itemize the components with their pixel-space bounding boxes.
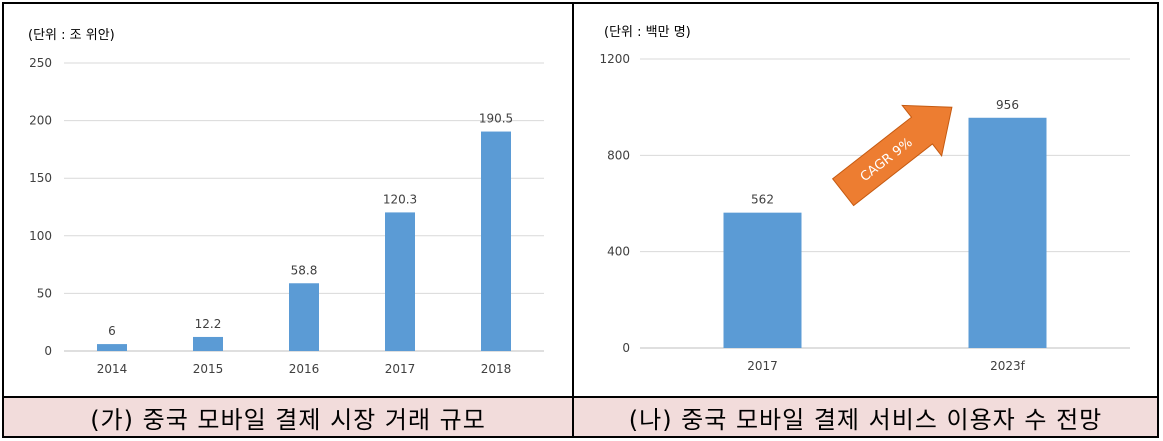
bar bbox=[97, 344, 127, 351]
x-tick-label: 2016 bbox=[289, 362, 320, 376]
y-tick-label: 0 bbox=[44, 344, 52, 358]
y-tick-label: 250 bbox=[29, 56, 52, 70]
data-label: 6 bbox=[108, 324, 116, 338]
y-tick-label: 800 bbox=[607, 148, 630, 162]
y-tick-label: 400 bbox=[607, 245, 630, 259]
data-label: 120.3 bbox=[383, 192, 417, 206]
cagr-arrow: CAGR 9% bbox=[831, 104, 953, 207]
data-label: 190.5 bbox=[479, 112, 513, 126]
unit-label: (단위 : 백만 명) bbox=[604, 25, 691, 40]
x-tick-label: 2023f bbox=[990, 359, 1026, 373]
x-tick-label: 2017 bbox=[385, 362, 416, 376]
bar bbox=[723, 212, 802, 348]
bar bbox=[385, 212, 415, 351]
y-tick-label: 200 bbox=[29, 114, 52, 128]
x-tick-label: 2014 bbox=[97, 362, 128, 376]
data-label: 956 bbox=[996, 98, 1019, 112]
chart-transaction-volume: (단위 : 조 위안) 0 50 100 150 200 250 6 2014 12.2 201… bbox=[28, 28, 544, 376]
y-tick-label: 150 bbox=[29, 171, 52, 185]
y-tick-label: 50 bbox=[37, 286, 52, 300]
chart-user-forecast: (단위 : 백만 명) 0 400 800 1200 CAGR 9% 562 2017 9… bbox=[599, 25, 1130, 373]
x-tick-label: 2015 bbox=[193, 362, 224, 376]
bar bbox=[289, 283, 319, 351]
unit-label: (단위 : 조 위안) bbox=[28, 28, 115, 43]
data-label: 58.8 bbox=[291, 263, 318, 277]
panel-divider bbox=[572, 4, 574, 436]
caption-divider bbox=[4, 396, 1157, 398]
data-label: 12.2 bbox=[195, 317, 222, 331]
y-tick-label: 1200 bbox=[599, 52, 630, 66]
bar bbox=[481, 131, 511, 351]
caption-right: (나) 중국 모바일 결제 서비스 이용자 수 전망 bbox=[574, 398, 1157, 436]
bar bbox=[193, 336, 223, 351]
data-label: 562 bbox=[751, 193, 774, 207]
bar bbox=[968, 117, 1047, 348]
y-tick-label: 100 bbox=[29, 229, 52, 243]
caption-left: (가) 중국 모바일 결제 시장 거래 규모 bbox=[4, 398, 572, 436]
arrow-shape bbox=[831, 104, 953, 207]
x-tick-label: 2017 bbox=[747, 359, 778, 373]
y-tick-label: 0 bbox=[622, 341, 630, 355]
x-tick-label: 2018 bbox=[481, 362, 512, 376]
